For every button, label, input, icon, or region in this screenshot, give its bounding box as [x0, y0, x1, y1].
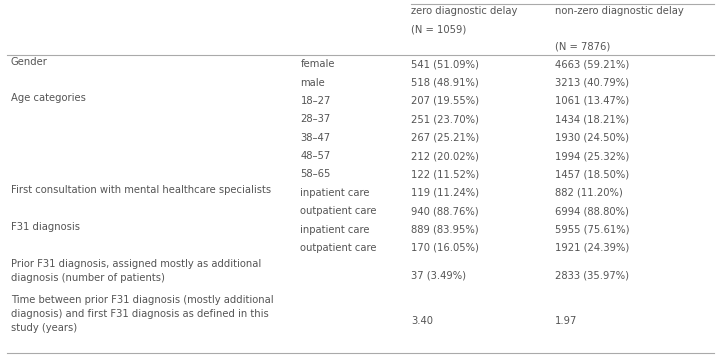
Text: non-zero diagnostic delay: non-zero diagnostic delay: [555, 6, 684, 16]
Text: 1930 (24.50%): 1930 (24.50%): [555, 133, 629, 143]
Text: 889 (83.95%): 889 (83.95%): [412, 225, 479, 235]
Text: inpatient care: inpatient care: [301, 188, 370, 198]
Text: 48–57: 48–57: [301, 151, 331, 161]
Text: 1434 (18.21%): 1434 (18.21%): [555, 114, 629, 124]
Text: zero diagnostic delay: zero diagnostic delay: [412, 6, 518, 16]
Text: Age categories: Age categories: [11, 93, 86, 103]
Text: inpatient care: inpatient care: [301, 225, 370, 235]
Text: 3.40: 3.40: [412, 316, 433, 327]
Text: 28–37: 28–37: [301, 114, 331, 124]
Text: 212 (20.02%): 212 (20.02%): [412, 151, 479, 161]
Text: 6994 (88.80%): 6994 (88.80%): [555, 206, 629, 216]
Text: 1921 (24.39%): 1921 (24.39%): [555, 243, 629, 253]
Text: 37 (3.49%): 37 (3.49%): [412, 271, 466, 280]
Text: 119 (11.24%): 119 (11.24%): [412, 188, 479, 198]
Text: First consultation with mental healthcare specialists: First consultation with mental healthcar…: [11, 185, 271, 195]
Text: 2833 (35.97%): 2833 (35.97%): [555, 271, 629, 280]
Text: Prior F31 diagnosis, assigned mostly as additional
diagnosis (number of patients: Prior F31 diagnosis, assigned mostly as …: [11, 258, 261, 283]
Text: 1.97: 1.97: [555, 316, 578, 327]
Text: Gender: Gender: [11, 57, 48, 67]
Text: 541 (51.09%): 541 (51.09%): [412, 59, 479, 69]
Text: (N = 7876): (N = 7876): [555, 41, 610, 51]
Text: 4663 (59.21%): 4663 (59.21%): [555, 59, 629, 69]
Text: outpatient care: outpatient care: [301, 243, 377, 253]
Text: 3213 (40.79%): 3213 (40.79%): [555, 78, 629, 87]
Text: male: male: [301, 78, 325, 87]
Text: 882 (11.20%): 882 (11.20%): [555, 188, 622, 198]
Text: 1457 (18.50%): 1457 (18.50%): [555, 170, 629, 180]
Text: 1061 (13.47%): 1061 (13.47%): [555, 96, 629, 106]
Text: 38–47: 38–47: [301, 133, 330, 143]
Text: 1994 (25.32%): 1994 (25.32%): [555, 151, 629, 161]
Text: female: female: [301, 59, 335, 69]
Text: 207 (19.55%): 207 (19.55%): [412, 96, 479, 106]
Text: (N = 1059): (N = 1059): [412, 25, 466, 35]
Text: Time between prior F31 diagnosis (mostly additional
diagnosis) and first F31 dia: Time between prior F31 diagnosis (mostly…: [11, 296, 273, 333]
Text: 5955 (75.61%): 5955 (75.61%): [555, 225, 629, 235]
Text: outpatient care: outpatient care: [301, 206, 377, 216]
Text: 518 (48.91%): 518 (48.91%): [412, 78, 479, 87]
Text: F31 diagnosis: F31 diagnosis: [11, 222, 80, 232]
Text: 251 (23.70%): 251 (23.70%): [412, 114, 479, 124]
Text: 122 (11.52%): 122 (11.52%): [412, 170, 479, 180]
Text: 18–27: 18–27: [301, 96, 331, 106]
Text: 940 (88.76%): 940 (88.76%): [412, 206, 479, 216]
Text: 267 (25.21%): 267 (25.21%): [412, 133, 479, 143]
Text: 58–65: 58–65: [301, 170, 331, 180]
Text: 170 (16.05%): 170 (16.05%): [412, 243, 479, 253]
